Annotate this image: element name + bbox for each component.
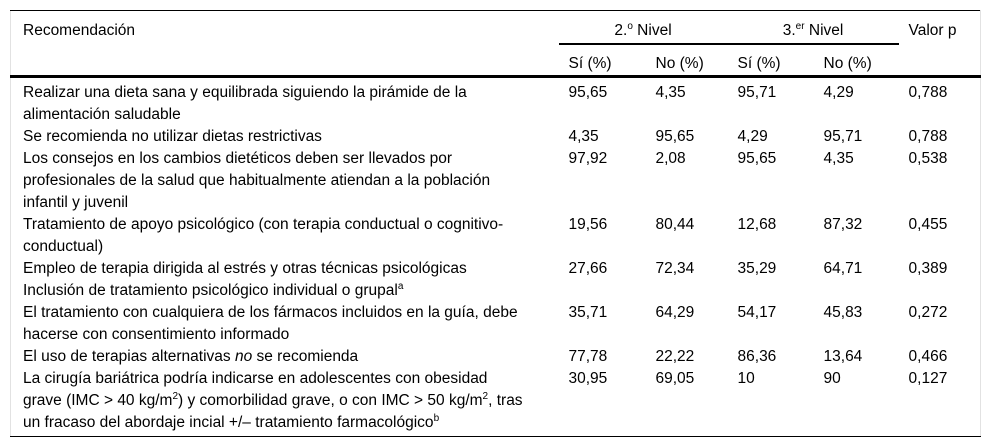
subheader-no-nivel2: No (%)	[655, 55, 704, 72]
table-row: El tratamiento con cualquiera de los fár…	[11, 302, 981, 346]
no-nivel3-cell: 45,83	[823, 304, 863, 321]
si-nivel2-cell: 77,78	[568, 348, 608, 365]
recommendation-cell: Se recomienda no utilizar dietas restric…	[23, 128, 322, 145]
no-nivel3-cell: 64,71	[823, 260, 863, 277]
valor-p-cell: 0,538	[908, 150, 948, 167]
subheader-si-nivel2: Sí (%)	[568, 55, 612, 72]
si-nivel3-cell: 10	[737, 370, 755, 387]
valor-p-cell: 0,788	[908, 84, 948, 101]
si-nivel3-cell: 35,29	[737, 260, 777, 277]
recommendation-cell: El tratamiento con cualquiera de los fár…	[23, 304, 518, 343]
valor-p-cell: 0,389	[908, 260, 948, 277]
si-nivel2-cell: 35,71	[568, 304, 608, 321]
si-nivel3-cell: 95,71	[737, 84, 777, 101]
si-nivel2-cell: 4,35	[568, 128, 599, 145]
recommendation-cell: Empleo de terapia dirigida al estrés y o…	[23, 260, 467, 299]
si-nivel3-cell: 54,17	[737, 304, 777, 321]
no-nivel3-cell: 4,35	[823, 150, 854, 167]
recommendation-cell: La cirugía bariátrica podría indicarse e…	[23, 370, 523, 431]
no-nivel2-cell: 64,29	[655, 304, 695, 321]
no-nivel3-cell: 87,32	[823, 216, 863, 233]
si-nivel2-cell: 27,66	[568, 260, 608, 277]
recommendation-cell: Los consejos en los cambios dietéticos d…	[23, 150, 491, 211]
si-nivel2-cell: 95,65	[568, 84, 608, 101]
subheader-no-nivel3: No (%)	[823, 55, 872, 72]
valor-p-cell: 0,466	[908, 348, 948, 365]
si-nivel3-cell: 86,36	[737, 348, 777, 365]
no-nivel2-cell: 80,44	[655, 216, 695, 233]
header-group-nivel-3: 3.er Nivel	[727, 10, 899, 45]
recommendation-cell: Tratamiento de apoyo psicológico (con te…	[23, 216, 504, 255]
recommendation-cell: Realizar una dieta sana y equilibrada si…	[23, 84, 467, 123]
no-nivel2-cell: 69,05	[655, 370, 695, 387]
header-group-nivel-2: 2.o Nivel	[558, 10, 728, 45]
table-body: Realizar una dieta sana y equilibrada si…	[11, 77, 981, 437]
no-nivel3-cell: 90	[823, 370, 841, 387]
si-nivel3-cell: 4,29	[737, 128, 768, 145]
table-header: Recomendación 2.o Nivel 3.er Nivel Valor…	[10, 10, 981, 77]
valor-p-cell: 0,788	[908, 128, 948, 145]
si-nivel3-cell: 12,68	[737, 216, 777, 233]
si-nivel3-cell: 95,65	[737, 150, 777, 167]
si-nivel2-cell: 19,56	[568, 216, 608, 233]
no-nivel2-cell: 22,22	[655, 348, 695, 365]
si-nivel2-cell: 30,95	[568, 370, 608, 387]
table-row: Realizar una dieta sana y equilibrada si…	[11, 77, 981, 127]
si-nivel2-cell: 97,92	[568, 150, 608, 167]
recommendations-table: Recomendación 2.o Nivel 3.er Nivel Valor…	[10, 10, 982, 437]
table-row: Tratamiento de apoyo psicológico (con te…	[11, 214, 981, 258]
valor-p-cell: 0,272	[908, 304, 948, 321]
no-nivel2-cell: 2,08	[655, 150, 686, 167]
header-sub-row: Sí (%) No (%) Sí (%) No (%)	[11, 44, 981, 77]
no-nivel3-cell: 13,64	[823, 348, 863, 365]
no-nivel3-cell: 4,29	[823, 84, 854, 101]
table-row: Se recomienda no utilizar dietas restric…	[11, 126, 981, 148]
header-valor-p: Valor p	[908, 22, 957, 39]
header-recommendation: Recomendación	[23, 22, 136, 39]
subheader-si-nivel3: Sí (%)	[737, 55, 781, 72]
header-group-row: Recomendación 2.o Nivel 3.er Nivel Valor…	[11, 10, 981, 45]
valor-p-cell: 0,127	[908, 370, 948, 387]
recommendation-cell: El uso de terapias alternativas no se re…	[23, 348, 359, 365]
valor-p-cell: 0,455	[908, 216, 948, 233]
no-nivel3-cell: 95,71	[823, 128, 863, 145]
no-nivel2-cell: 4,35	[655, 84, 686, 101]
table-row: La cirugía bariátrica podría indicarse e…	[11, 368, 981, 437]
table-row: Los consejos en los cambios dietéticos d…	[11, 148, 981, 214]
table-row: El uso de terapias alternativas no se re…	[11, 346, 981, 368]
no-nivel2-cell: 72,34	[655, 260, 695, 277]
no-nivel2-cell: 95,65	[655, 128, 695, 145]
table-row: Empleo de terapia dirigida al estrés y o…	[11, 258, 981, 302]
